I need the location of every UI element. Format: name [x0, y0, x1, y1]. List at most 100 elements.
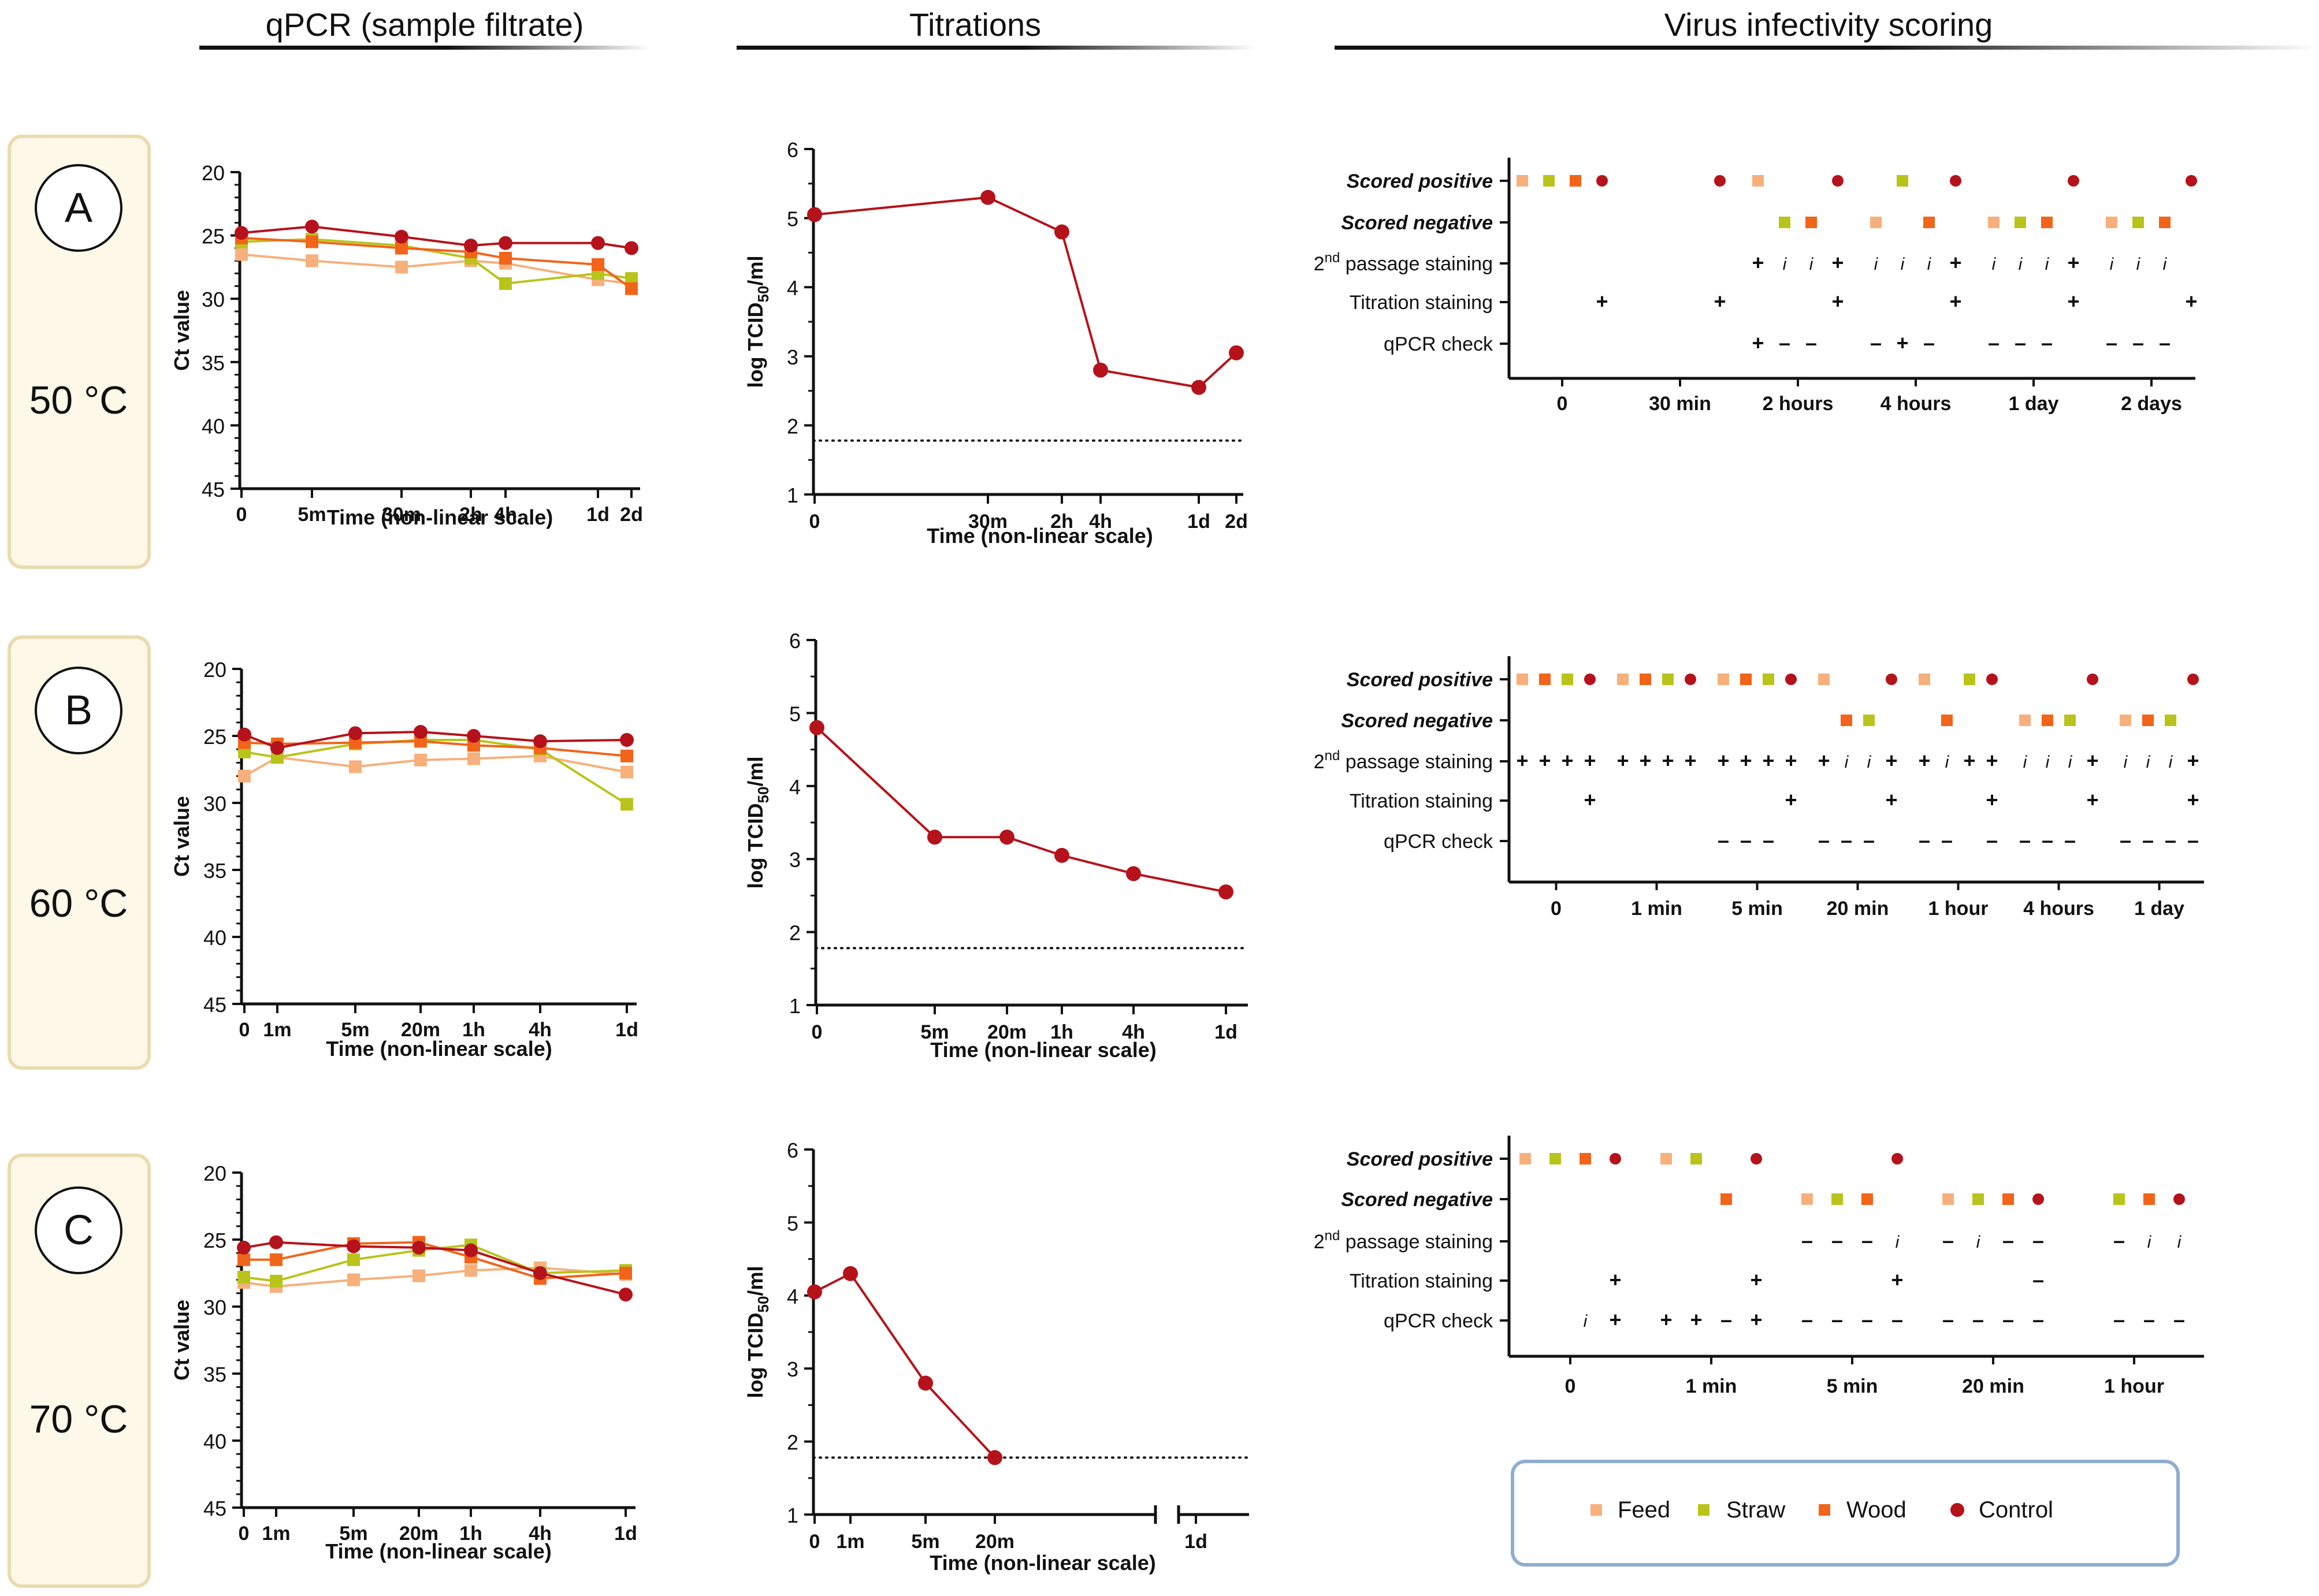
x-tick-label: 1d — [586, 504, 610, 526]
legend-control-label: Control — [1979, 1497, 2053, 1523]
score-marker-wood — [2002, 1193, 2014, 1205]
y-tick-label: 3 — [787, 1357, 798, 1381]
header-titrations-rule — [737, 46, 1257, 50]
x-tick-label: 2h — [459, 504, 482, 526]
point-wood — [620, 749, 633, 762]
score-symbol: – — [1861, 1308, 1873, 1331]
x-tick-label: 0 — [239, 1523, 250, 1545]
score-symbol: i — [2045, 255, 2050, 274]
point-control — [987, 1450, 1002, 1465]
panel-letter: C — [64, 1207, 94, 1253]
score-symbol: + — [1949, 251, 1961, 274]
score-marker-wood — [1640, 674, 1651, 685]
header-scoring: Virus infectivity scoring — [1664, 6, 1993, 43]
y-tick-label: 4 — [787, 276, 798, 300]
score-marker-wood — [1861, 1193, 1873, 1205]
y-tick-label: 35 — [202, 351, 225, 375]
y-tick-label: 5 — [787, 1211, 798, 1235]
time-label: 0 — [1565, 1375, 1576, 1397]
legend-box — [1511, 1460, 2180, 1567]
point-control — [464, 239, 478, 253]
point-feed — [395, 261, 408, 274]
row-label: Titration staining — [1350, 292, 1493, 314]
score-marker-control — [2173, 1193, 2185, 1205]
y-tick-label: 30 — [203, 792, 226, 816]
point-control — [467, 729, 481, 743]
score-symbol: – — [2165, 828, 2176, 852]
score-marker-wood — [1580, 1153, 1591, 1165]
score-symbol: – — [1720, 1308, 1732, 1331]
point-wood — [499, 252, 512, 265]
time-label: 1 min — [1631, 898, 1682, 920]
y-axis-title: Ct value — [170, 796, 194, 877]
score-symbol: + — [1752, 331, 1764, 355]
score-marker-feed — [1818, 674, 1830, 685]
time-label: 2 hours — [1763, 393, 1834, 415]
score-marker-feed — [2120, 715, 2131, 726]
score-marker-wood — [2143, 1193, 2155, 1205]
score-symbol: i — [1584, 1312, 1588, 1331]
row-label: 2nd passage staining — [1314, 748, 1493, 773]
point-control — [619, 1288, 633, 1302]
x-tick-label: 1m — [262, 1523, 290, 1545]
y-axis-title: log TCID50/ml — [744, 1266, 772, 1398]
score-marker-straw — [1972, 1193, 1984, 1205]
score-marker-control — [1610, 1153, 1621, 1165]
score-symbol: – — [1972, 1308, 1984, 1331]
score-symbol: i — [1976, 1233, 1981, 1252]
legend: Feed Straw Wood Control — [1511, 1460, 2180, 1567]
series-line-control — [814, 1272, 996, 1459]
score-symbol: + — [1561, 749, 1573, 772]
x-axis-title: Time (non-linear scale) — [930, 1038, 1156, 1062]
score-symbol: – — [1831, 1308, 1843, 1331]
score-marker-feed — [2019, 715, 2031, 726]
score-symbol: – — [2032, 1268, 2044, 1292]
score-marker-straw — [1779, 217, 1790, 228]
y-tick-label: 40 — [203, 1430, 226, 1453]
x-tick-label: 20m — [987, 1021, 1027, 1043]
score-symbol: + — [1831, 289, 1844, 313]
y-tick-label: 35 — [203, 1363, 226, 1386]
point-wood — [349, 736, 362, 749]
panel-letter: A — [65, 185, 92, 231]
point-straw — [237, 1270, 250, 1284]
score-symbol: i — [1992, 255, 1997, 274]
score-symbol: – — [1942, 1308, 1954, 1331]
score-marker-control — [1751, 1153, 1762, 1165]
score-symbol: – — [1863, 828, 1875, 852]
y-axis-title: Ct value — [170, 1300, 194, 1381]
y-tick-label: 1 — [787, 483, 798, 507]
score-symbol: – — [1763, 828, 1774, 852]
score-symbol: – — [1919, 828, 1930, 852]
scoring-table-70c: Scored positive Scored negative 2nd passag… — [1314, 1136, 2204, 1397]
score-marker-straw — [1831, 1193, 1843, 1205]
score-symbol: + — [1690, 1308, 1702, 1331]
score-symbol: i — [1809, 255, 1814, 274]
column-headers: qPCR (sample filtrate) Titrations Virus … — [199, 6, 2317, 50]
point-wood — [395, 241, 408, 255]
point-control — [843, 1266, 858, 1281]
score-marker-control — [2068, 175, 2079, 187]
score-symbol: + — [2185, 289, 2197, 313]
y-tick-label: 6 — [789, 629, 801, 653]
score-symbol: – — [1805, 331, 1817, 355]
score-marker-wood — [1923, 217, 1935, 228]
score-marker-straw — [2113, 1193, 2125, 1205]
point-control — [1054, 224, 1069, 240]
series-line-control — [243, 1241, 626, 1296]
legend-feed-label: Feed — [1618, 1497, 1670, 1523]
series-line-control — [241, 225, 632, 250]
x-tick-label: 1d — [1184, 1531, 1207, 1553]
score-symbol: + — [2067, 289, 2079, 313]
time-label: 1 day — [2009, 393, 2059, 415]
x-tick-label: 2h — [1050, 511, 1073, 533]
x-tick-label: 30m — [968, 511, 1008, 533]
time-label: 0 — [1551, 898, 1562, 920]
point-straw — [271, 751, 284, 764]
y-tick-label: 3 — [789, 848, 801, 872]
score-symbol: + — [1752, 251, 1764, 274]
point-control — [237, 1240, 251, 1255]
point-control — [348, 726, 362, 741]
score-symbol: i — [2169, 753, 2173, 772]
score-symbol: i — [1783, 255, 1787, 274]
